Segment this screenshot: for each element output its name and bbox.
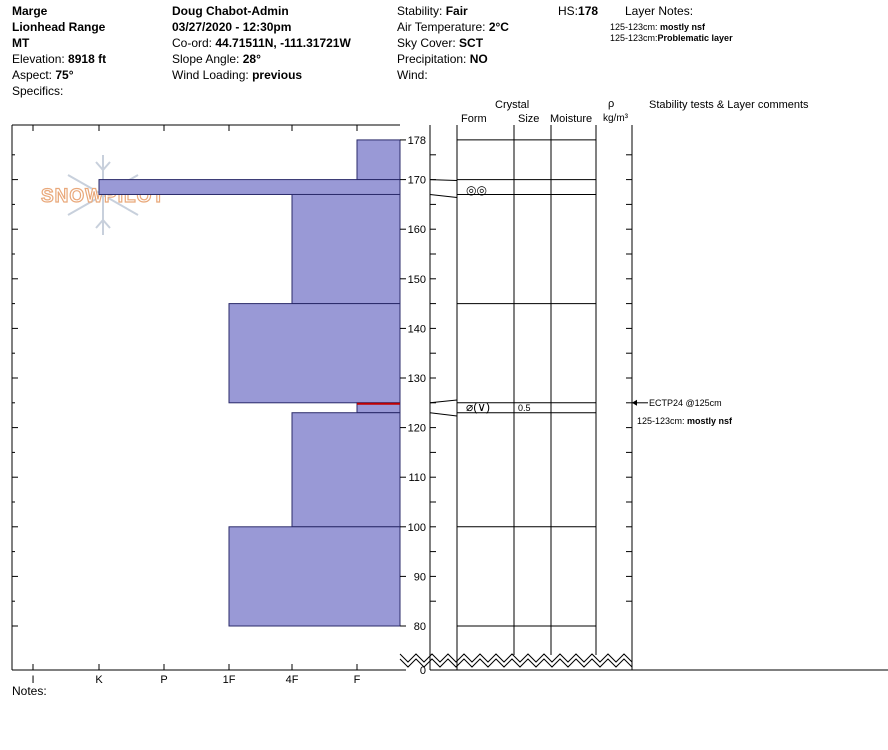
specifics: Specifics:	[12, 84, 64, 98]
layer-boundaries	[429, 139, 596, 627]
crystal-form-symbol: ⌀(∨)	[466, 400, 490, 414]
hardness-tick-label: 4F	[286, 674, 299, 686]
hardness-layer-bar	[98, 179, 401, 195]
snowpilot-watermark: SNOWPILOT	[40, 155, 165, 235]
conditions-info: Stability: Fair Air Temperature: 2°C Sky…	[397, 3, 509, 83]
depth-tick-label: 80	[414, 621, 426, 633]
wind: Wind:	[397, 68, 428, 82]
layer-notes-title: Layer Notes:	[625, 4, 694, 18]
aspect: Aspect: 75°	[12, 68, 74, 82]
slope-angle: Slope Angle: 28°	[172, 52, 261, 66]
depth-tick-label: 0	[420, 665, 426, 677]
layer-connector	[429, 193, 458, 198]
hardness-layer-bar	[228, 303, 401, 404]
depth-tick-label: 140	[408, 323, 426, 335]
break-zigzag-bottom	[399, 658, 633, 668]
hardness-tick-label: F	[354, 674, 361, 686]
hardness-layer-bar	[291, 193, 401, 305]
crystal-size: 0.5	[518, 403, 531, 413]
stability-test: ECTP24 @125cm 125-123cm: mostly nsf	[632, 398, 733, 426]
coordinates: Co-ord: 44.71511N, -111.31721W	[172, 36, 351, 50]
observation-info: Doug Chabot-Admin 03/27/2020 - 12:30pm C…	[172, 3, 351, 83]
snow-height: HS:178	[558, 4, 599, 18]
hardness-layer-bar	[356, 139, 401, 181]
state: MT	[12, 36, 30, 50]
precipitation: Precipitation: NO	[397, 52, 488, 66]
layer-connector	[429, 179, 458, 181]
col-comments: Stability tests & Layer comments	[649, 99, 809, 111]
hardness-tick-label: K	[95, 674, 103, 686]
layer-notes-list: 125-123cm: mostly nsf 125-123cm:Problema…	[610, 22, 733, 44]
hardness-layer-bar	[228, 526, 401, 627]
col-density-unit: kg/m³	[603, 113, 628, 124]
layer-note: 125-123cm: mostly nsf	[610, 22, 706, 32]
layer-connector	[429, 412, 458, 417]
col-crystal: Crystal	[495, 99, 530, 111]
hardness-layers	[98, 139, 401, 627]
arrow-head-icon	[632, 399, 637, 406]
elevation: Elevation: 8918 ft	[12, 52, 107, 66]
site-info: Marge Lionhead Range MT Elevation: 8918 …	[12, 3, 106, 99]
col-moisture: Moisture	[550, 113, 593, 125]
depth-tick-label: 110	[408, 472, 426, 484]
layer-comment: 125-123cm: mostly nsf	[637, 416, 733, 426]
hardness-axis: I K P 1F 4F F	[12, 125, 361, 686]
layer-note: 125-123cm:Problematic layer	[610, 33, 733, 43]
depth-tick-label: 90	[414, 571, 426, 583]
depth-tick-label: 178	[408, 135, 426, 147]
stability: Stability: Fair	[397, 4, 468, 18]
sky-cover: Sky Cover: SCT	[397, 36, 484, 50]
depth-axis: 178 170 160 150 140 130 120 110 100 90 80 0	[400, 135, 632, 677]
air-temperature: Air Temperature: 2°C	[397, 20, 509, 34]
layer-connector	[429, 399, 458, 404]
crystal-rows: ◎◎ ⌀(∨) 0.5	[466, 183, 531, 414]
depth-tick-label: 150	[408, 274, 426, 286]
col-form: Form	[461, 113, 487, 125]
depth-tick-label: 170	[408, 175, 426, 187]
notes-label: Notes:	[12, 684, 47, 698]
hardness-tick-label: 1F	[223, 674, 236, 686]
col-size: Size	[518, 113, 540, 125]
date-time: 03/27/2020 - 12:30pm	[172, 20, 292, 34]
observer: Marge	[12, 4, 48, 18]
depth-tick-label: 130	[408, 373, 426, 385]
break-zigzag-top	[399, 653, 633, 663]
depth-tick-label: 160	[408, 224, 426, 236]
crystal-form-symbol: ◎◎	[466, 183, 487, 197]
col-rho: ρ	[608, 98, 615, 110]
depth-break-marker	[399, 653, 633, 668]
crystal-table	[430, 125, 888, 671]
hardness-layer-bar	[291, 412, 401, 528]
depth-tick-label: 100	[408, 522, 426, 534]
hardness-tick-label: P	[160, 674, 167, 686]
wind-loading: Wind Loading: previous	[172, 68, 303, 82]
range-name: Lionhead Range	[12, 20, 106, 34]
stability-test-label: ECTP24 @125cm	[649, 398, 722, 408]
depth-tick-label: 120	[408, 423, 426, 435]
hardness-tick-label: I	[31, 674, 34, 686]
observer-name: Doug Chabot-Admin	[172, 4, 289, 18]
layer-notes: Layer Notes:	[625, 3, 693, 19]
